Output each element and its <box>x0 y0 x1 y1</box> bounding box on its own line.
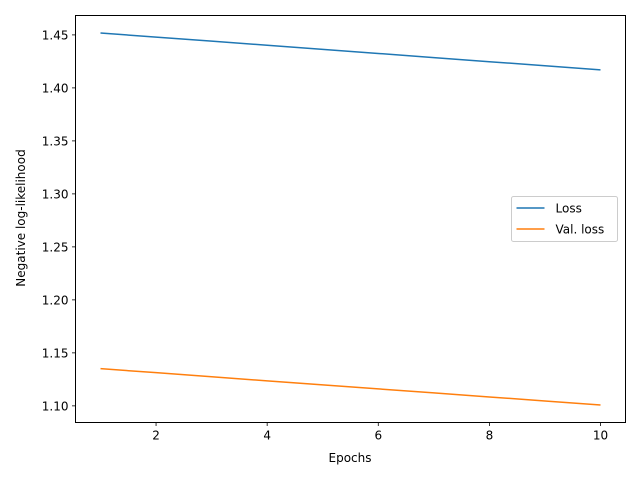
y-tick-label: 1.45 <box>42 28 69 42</box>
y-tick-label: 1.10 <box>42 399 69 413</box>
x-tick-label: 2 <box>152 429 160 443</box>
x-tick-label: 6 <box>374 429 382 443</box>
y-axis-ticks: 1.10 1.15 1.20 1.25 1.30 1.35 1.40 1.45 <box>42 28 76 413</box>
plot-frame <box>75 15 626 423</box>
y-tick-label: 1.25 <box>42 240 69 254</box>
y-tick-label: 1.15 <box>42 346 69 360</box>
x-axis-ticks: 2 4 6 8 10 <box>152 422 608 443</box>
series-line-2 <box>100 367 601 406</box>
y-tick-label: 1.30 <box>42 187 69 201</box>
x-tick-label: 10 <box>593 429 608 443</box>
series-layer <box>100 32 601 406</box>
y-tick-label: 1.35 <box>42 134 69 148</box>
y-axis-label: Negative log-likelihood <box>14 149 28 286</box>
series-line-1 <box>100 32 601 71</box>
x-tick-label: 8 <box>486 429 494 443</box>
x-axis-label: Epochs <box>329 451 372 465</box>
legend-label-1: Loss <box>556 202 582 216</box>
y-tick-label: 1.40 <box>42 81 69 95</box>
legend: Loss Val. loss <box>511 196 618 242</box>
y-tick-label: 1.20 <box>42 293 69 307</box>
legend-label-2: Val. loss <box>556 223 605 237</box>
x-tick-label: 4 <box>263 429 271 443</box>
